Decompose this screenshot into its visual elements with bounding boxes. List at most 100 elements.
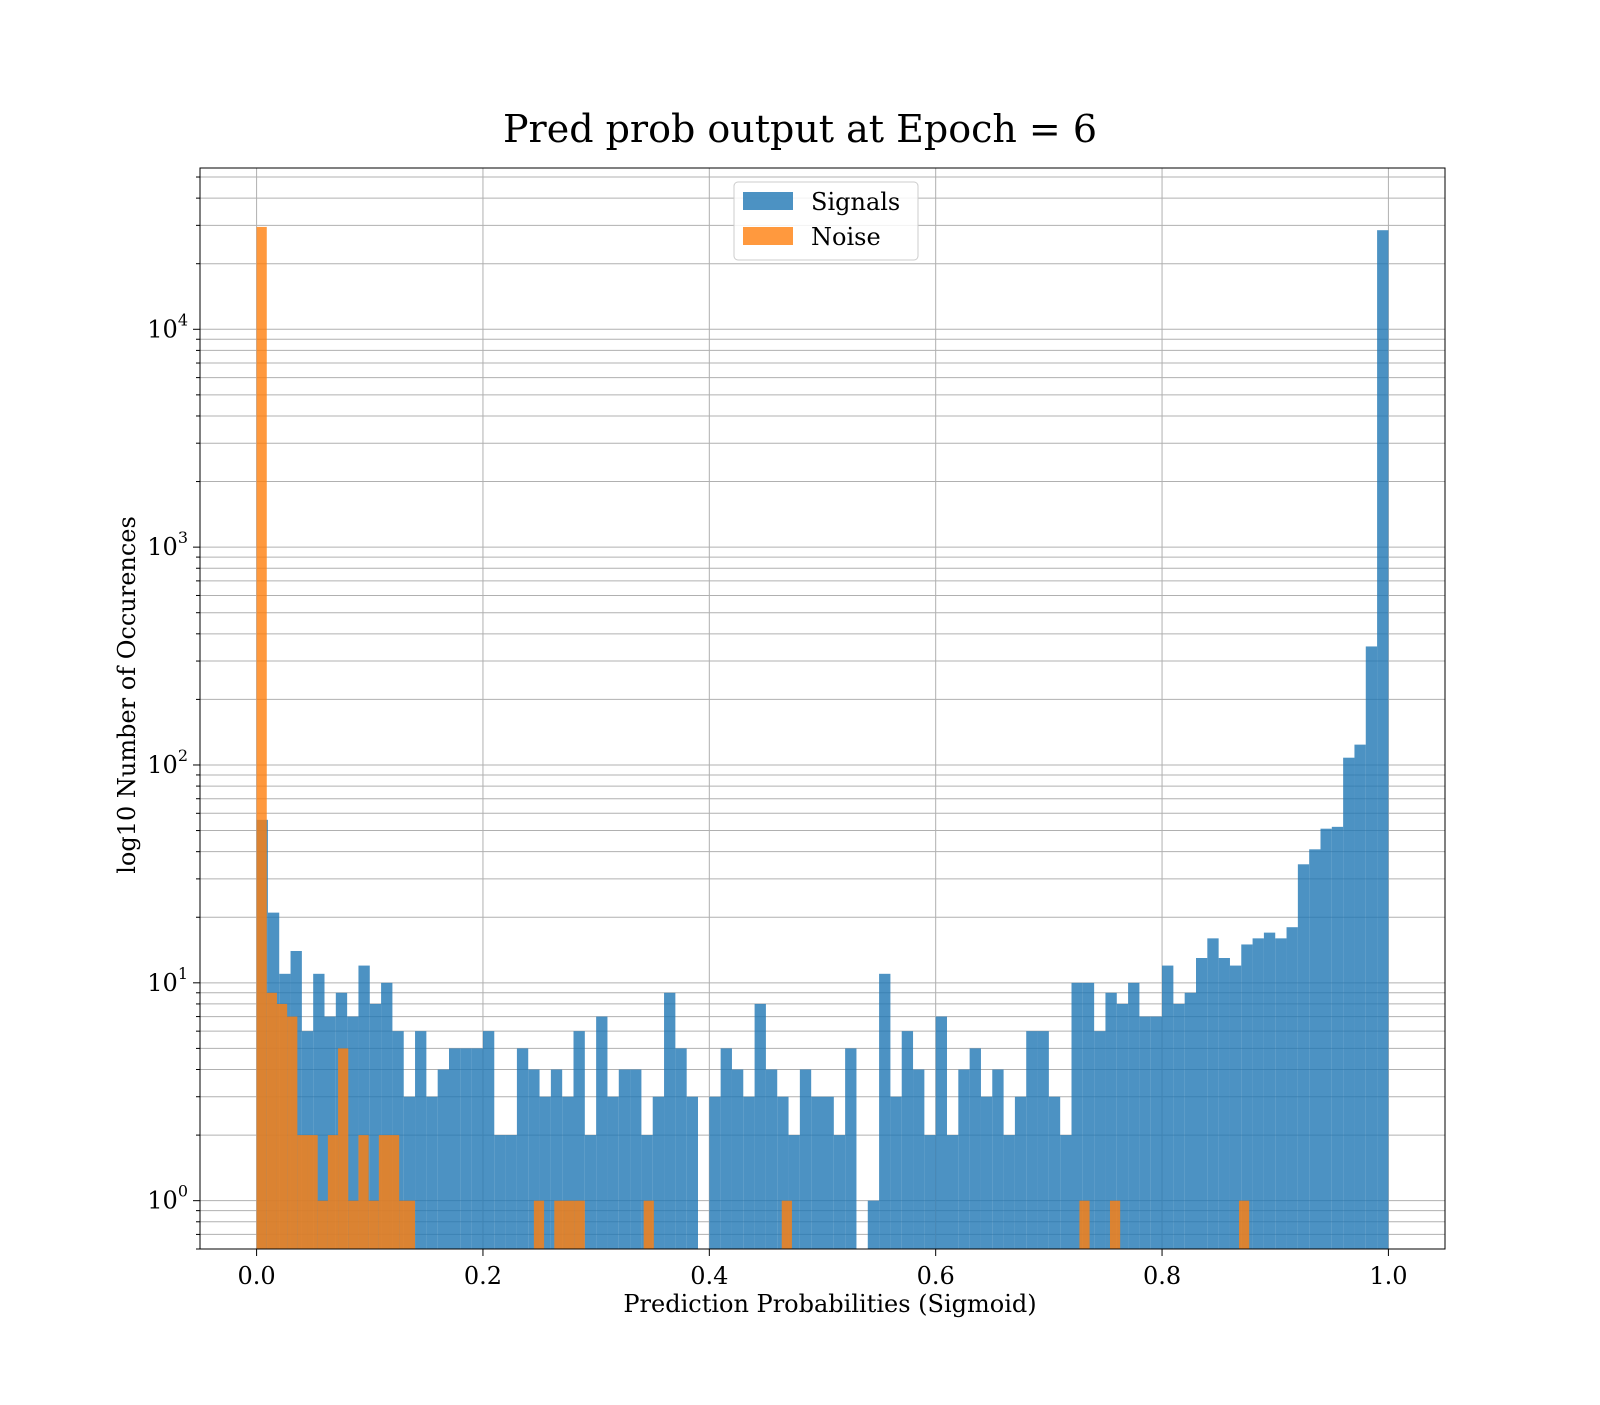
histogram-bar-signals [1014, 1096, 1027, 1249]
histogram-bar-noise [574, 1200, 585, 1249]
histogram-bar-signals [788, 1135, 800, 1249]
histogram-bar-signals [1252, 938, 1264, 1249]
histogram-bar-signals [1082, 982, 1095, 1249]
histogram-bar-signals [890, 1096, 902, 1249]
histogram-bar-signals [505, 1135, 517, 1249]
x-tick-label: 0.8 [1143, 1262, 1181, 1290]
y-tick-label: 100 [147, 1182, 188, 1215]
histogram-bar-signals [1286, 927, 1298, 1249]
histogram-bar-signals [675, 1048, 687, 1249]
y-tick-label: 103 [147, 528, 188, 561]
histogram-bar-signals [618, 1069, 631, 1249]
histogram-bar-signals [845, 1048, 857, 1249]
histogram-bar-signals [460, 1048, 472, 1249]
histogram-bar-signals [935, 1016, 947, 1249]
x-tick-label: 0.4 [690, 1262, 728, 1290]
histogram-bar-noise [266, 992, 277, 1249]
histogram-bar-signals [324, 1016, 336, 1249]
x-tick-label: 1.0 [1369, 1262, 1407, 1290]
histogram-bar-signals [1218, 958, 1230, 1249]
histogram-bar-signals [1026, 1031, 1038, 1249]
histogram-bar-noise [297, 1135, 308, 1249]
histogram-bar-signals [1003, 1135, 1015, 1249]
histogram-bar-noise [348, 1200, 359, 1249]
histogram-bar-signals [630, 1069, 642, 1249]
histogram-bar-signals [347, 1016, 359, 1249]
histogram-bar-signals [901, 1031, 914, 1249]
histogram-bar-signals [573, 1031, 585, 1249]
histogram-bar-signals [879, 973, 891, 1249]
histogram-bar-signals [731, 1069, 744, 1249]
histogram-bar-signals [1343, 757, 1355, 1249]
histogram-bar-signals [1048, 1096, 1061, 1249]
histogram-bar-signals [1275, 938, 1287, 1249]
histogram-bar-signals [494, 1135, 506, 1249]
histogram-bar-signals [686, 1096, 698, 1249]
histogram-bar-signals [822, 1096, 834, 1249]
histogram-bar-noise [533, 1200, 545, 1249]
legend-label-signals: Signals [811, 188, 900, 216]
histogram-bar-signals [381, 982, 393, 1249]
histogram-bar-signals [358, 965, 370, 1249]
histogram-bar-signals [1150, 1016, 1163, 1249]
y-axis-label: log10 Number of Occurences [113, 516, 141, 874]
chart-title: Pred prob output at Epoch = 6 [503, 107, 1097, 151]
histogram-bar-noise [554, 1200, 565, 1249]
histogram-bar-signals [437, 1069, 449, 1249]
histogram-bar-noise [327, 1135, 339, 1249]
histogram-bar-signals [1139, 1016, 1151, 1249]
histogram-bar-signals [924, 1135, 936, 1249]
histogram-bar-signals [867, 1200, 880, 1249]
histogram-bar-signals [913, 1069, 925, 1249]
x-axis-label: Prediction Probabilities (Sigmoid) [623, 1290, 1036, 1318]
x-tick-label: 0.2 [464, 1262, 502, 1290]
histogram-bar-signals [471, 1048, 483, 1249]
histogram-bar-signals [958, 1069, 970, 1249]
histogram-bar-noise [389, 1135, 400, 1249]
histogram-bar-signals [992, 1069, 1004, 1249]
histogram-bar-signals [765, 1069, 778, 1249]
histogram-bar-noise [307, 1135, 318, 1249]
histogram-bar-noise [564, 1200, 575, 1249]
histogram-bar-signals [1229, 965, 1242, 1249]
histogram-bar-signals [664, 992, 676, 1249]
histogram-bar-signals [1331, 826, 1344, 1249]
histogram-bar-signals [426, 1096, 438, 1249]
histogram-bar-signals [528, 1069, 540, 1249]
histogram-bar-signals [516, 1048, 529, 1249]
y-tick-label: 104 [147, 310, 188, 343]
histogram-bar-noise [378, 1135, 390, 1249]
x-tick-label: 0.6 [917, 1262, 955, 1290]
histogram-bar-signals [1297, 864, 1310, 1249]
histogram-bar-noise [643, 1200, 654, 1249]
histogram-bar-signals [1128, 982, 1140, 1249]
histogram-bar-signals [596, 1016, 608, 1249]
y-tick-label: 102 [147, 746, 188, 779]
histogram-bar-signals [1162, 965, 1174, 1249]
histogram-bar-noise [781, 1200, 792, 1249]
histogram-bar-signals [1377, 230, 1389, 1249]
histogram-bar-signals [550, 1069, 563, 1249]
histogram-bar-signals [369, 1003, 382, 1249]
histogram-bar-signals [1071, 982, 1083, 1249]
histogram-bar-signals [1309, 849, 1321, 1249]
histogram-bar-signals [754, 1003, 766, 1249]
histogram-bar-noise [1079, 1200, 1090, 1249]
histogram-bar-noise [276, 1003, 288, 1249]
histogram-bar-noise [358, 1135, 369, 1249]
histogram-bar-signals [1060, 1135, 1072, 1249]
histogram-bar-signals [403, 1096, 416, 1249]
histogram-bar-signals [811, 1096, 823, 1249]
histogram-bar-signals [1207, 938, 1219, 1249]
histogram-bar-signals [743, 1096, 755, 1249]
series-noise [256, 226, 1250, 1250]
histogram-bar-signals [1320, 828, 1332, 1249]
histogram-bar-signals [652, 1096, 665, 1249]
histogram-bar-noise [368, 1200, 379, 1249]
histogram-bar-signals [1354, 744, 1366, 1249]
x-tick-label: 0.0 [238, 1262, 276, 1290]
legend-swatch-signals [743, 192, 793, 210]
histogram-bar-signals [1263, 932, 1276, 1249]
histogram-bar-signals [1116, 1003, 1129, 1249]
